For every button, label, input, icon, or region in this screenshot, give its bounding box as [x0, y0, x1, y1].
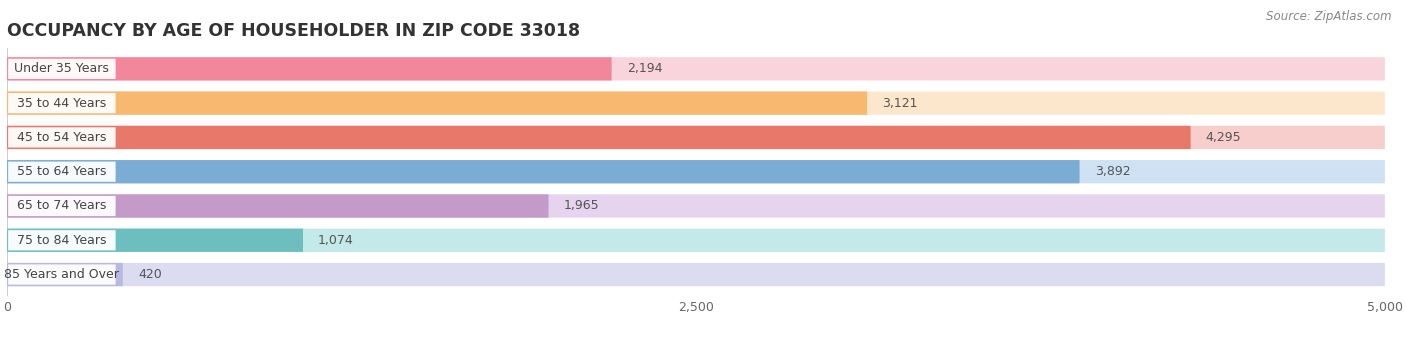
FancyBboxPatch shape — [8, 196, 115, 216]
FancyBboxPatch shape — [7, 194, 548, 218]
Text: Under 35 Years: Under 35 Years — [14, 62, 110, 75]
Text: 4,295: 4,295 — [1206, 131, 1241, 144]
Text: 35 to 44 Years: 35 to 44 Years — [17, 97, 107, 109]
Text: OCCUPANCY BY AGE OF HOUSEHOLDER IN ZIP CODE 33018: OCCUPANCY BY AGE OF HOUSEHOLDER IN ZIP C… — [7, 22, 581, 40]
FancyBboxPatch shape — [7, 228, 304, 252]
FancyBboxPatch shape — [8, 230, 115, 250]
Text: 1,965: 1,965 — [564, 200, 599, 212]
FancyBboxPatch shape — [7, 126, 1191, 149]
Text: 1,074: 1,074 — [318, 234, 354, 247]
FancyBboxPatch shape — [7, 263, 1385, 286]
Text: 3,892: 3,892 — [1095, 165, 1130, 178]
Text: 3,121: 3,121 — [882, 97, 918, 109]
FancyBboxPatch shape — [8, 59, 115, 79]
Text: 2,194: 2,194 — [627, 62, 662, 75]
FancyBboxPatch shape — [8, 93, 115, 113]
FancyBboxPatch shape — [7, 194, 1385, 218]
FancyBboxPatch shape — [7, 263, 122, 286]
FancyBboxPatch shape — [7, 126, 1385, 149]
FancyBboxPatch shape — [7, 160, 1080, 183]
Text: 65 to 74 Years: 65 to 74 Years — [17, 200, 107, 212]
FancyBboxPatch shape — [7, 160, 1385, 183]
FancyBboxPatch shape — [8, 162, 115, 182]
FancyBboxPatch shape — [8, 265, 115, 285]
FancyBboxPatch shape — [7, 91, 868, 115]
Text: Source: ZipAtlas.com: Source: ZipAtlas.com — [1267, 10, 1392, 23]
Text: 75 to 84 Years: 75 to 84 Years — [17, 234, 107, 247]
Text: 85 Years and Over: 85 Years and Over — [4, 268, 120, 281]
Text: 420: 420 — [138, 268, 162, 281]
Text: 45 to 54 Years: 45 to 54 Years — [17, 131, 107, 144]
FancyBboxPatch shape — [8, 127, 115, 148]
FancyBboxPatch shape — [7, 57, 1385, 81]
Text: 55 to 64 Years: 55 to 64 Years — [17, 165, 107, 178]
FancyBboxPatch shape — [7, 57, 612, 81]
FancyBboxPatch shape — [7, 228, 1385, 252]
FancyBboxPatch shape — [7, 91, 1385, 115]
